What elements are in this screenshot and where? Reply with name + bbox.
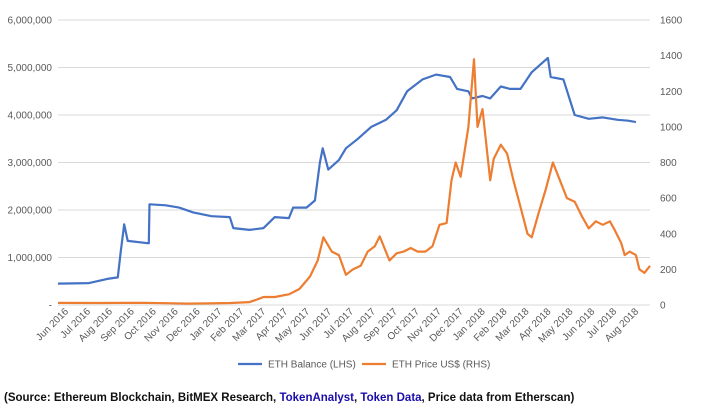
token-data-link[interactable]: Token Data xyxy=(360,392,422,404)
legend: ETH Balance (LHS) ETH Price US$ (RHS) xyxy=(238,360,490,371)
legend-label: ETH Balance (LHS) xyxy=(268,360,356,371)
left-axis-ticks: - 1,000,000 2,000,000 3,000,000 4,000,000 5,0… xyxy=(8,16,53,312)
right-tick-label: 1400 xyxy=(660,51,683,62)
right-tick-label: 1000 xyxy=(660,122,683,133)
right-tick-label: 1200 xyxy=(660,87,683,98)
left-tick-label: 5,000,000 xyxy=(8,63,53,74)
right-tick-label: 800 xyxy=(660,158,677,169)
eth-price-line xyxy=(57,58,651,305)
dual-axis-line-chart: - 1,000,000 2,000,000 3,000,000 4,000,000 5,0… xyxy=(8,16,683,371)
left-tick-label: 4,000,000 xyxy=(8,111,53,122)
left-tick-label: 2,000,000 xyxy=(8,206,53,217)
left-tick-label: - xyxy=(49,301,52,312)
source-suffix: , Price data from Etherscan) xyxy=(421,392,575,404)
right-tick-label: 400 xyxy=(660,229,677,240)
left-tick-label: 6,000,000 xyxy=(8,16,53,27)
source-prefix: (Source: Ethereum Blockchain, BitMEX Res… xyxy=(4,392,280,404)
source-separator: , xyxy=(354,392,361,404)
tokenanalyst-link[interactable]: TokenAnalyst xyxy=(279,392,355,404)
right-axis-ticks: 0 200 400 600 800 1000 1200 1400 1600 xyxy=(660,16,683,312)
gridlines xyxy=(58,19,650,306)
right-tick-label: 200 xyxy=(660,265,677,276)
right-tick-label: 0 xyxy=(660,301,666,312)
left-tick-label: 3,000,000 xyxy=(8,158,53,169)
right-tick-label: 1600 xyxy=(660,16,683,27)
source-note: (Source: Ethereum Blockchain, BitMEX Res… xyxy=(4,392,702,404)
eth-balance-line xyxy=(57,56,637,285)
left-tick-label: 1,000,000 xyxy=(8,253,53,264)
right-tick-label: 600 xyxy=(660,194,677,205)
legend-label: ETH Price US$ (RHS) xyxy=(392,360,490,371)
series-lines xyxy=(57,56,651,305)
